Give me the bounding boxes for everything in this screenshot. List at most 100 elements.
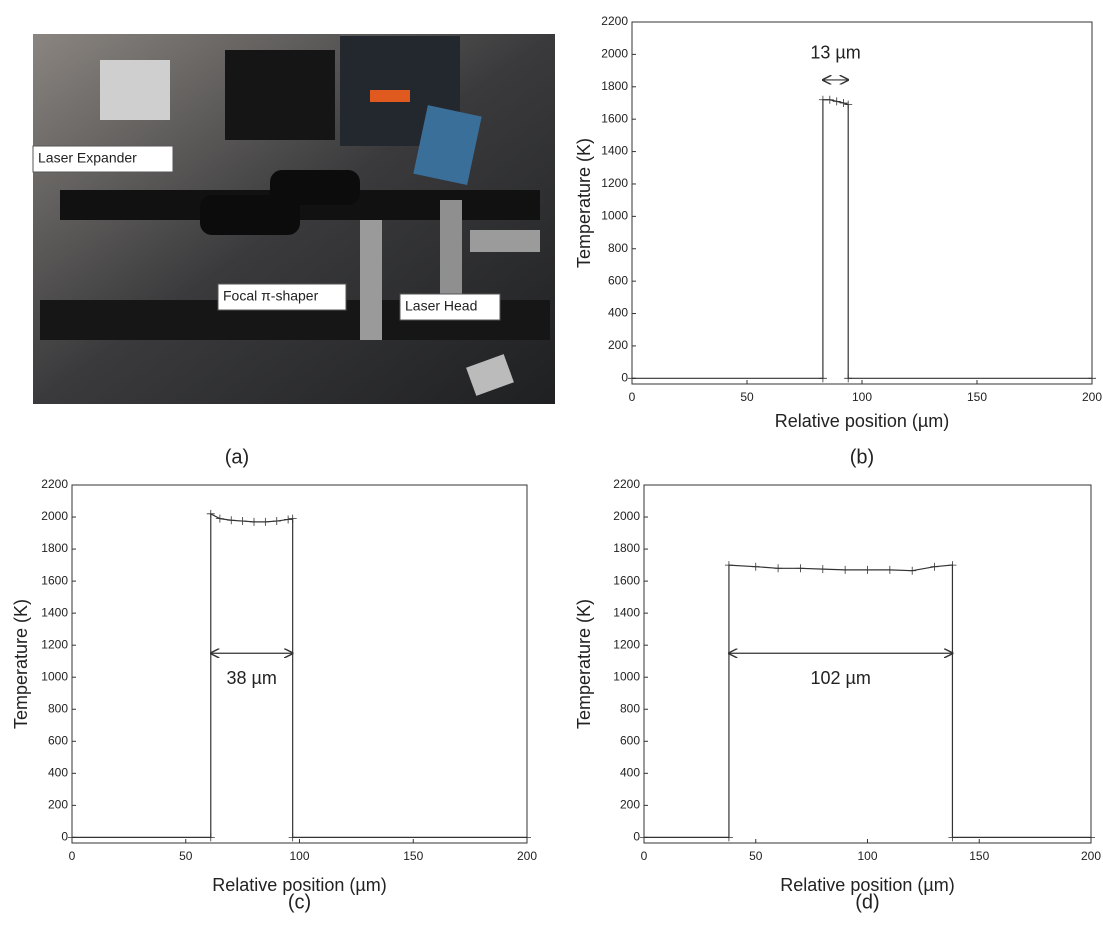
x-tick-label: 200 [517, 849, 537, 863]
data-point [68, 833, 76, 842]
annotation: 38 µm [227, 668, 277, 688]
data-point [250, 517, 258, 526]
data-point [261, 517, 270, 526]
y-tick-label: 400 [48, 765, 68, 779]
y-tick-label: 400 [620, 765, 640, 779]
y-tick-label: 800 [608, 241, 628, 255]
x-tick-label: 0 [629, 390, 636, 404]
y-tick-label: 1800 [601, 79, 628, 93]
y-tick-label: 0 [633, 830, 640, 844]
data-line [72, 512, 527, 838]
panel-caption: (b) [850, 446, 874, 468]
data-point [818, 95, 827, 104]
y-tick-label: 2200 [41, 477, 68, 491]
x-tick-label: 50 [179, 849, 193, 863]
data-point [841, 565, 850, 574]
data-point [832, 97, 841, 106]
data-point [523, 833, 531, 842]
data-point [908, 566, 917, 575]
plot-frame [643, 484, 1092, 844]
data-point [1088, 374, 1096, 383]
data-point [818, 374, 827, 383]
data-point [284, 515, 293, 524]
data-point [863, 565, 872, 574]
photo-label: Laser Head [405, 298, 477, 314]
data-point [948, 833, 957, 842]
data-point [272, 517, 281, 526]
y-tick-label: 1400 [601, 144, 628, 158]
y-tick-label: 1000 [41, 669, 68, 683]
y-tick-label: 400 [608, 306, 628, 320]
data-point [774, 564, 783, 573]
data-point [724, 561, 733, 570]
y-tick-label: 600 [608, 273, 628, 287]
photo-label: Focal π-shaper [223, 288, 319, 304]
y-tick-label: 200 [608, 338, 628, 352]
y-tick-label: 0 [621, 371, 628, 385]
y-tick-label: 800 [48, 701, 68, 715]
data-point [724, 833, 733, 842]
x-tick-label: 0 [69, 849, 76, 863]
y-tick-label: 600 [620, 733, 640, 747]
plot-frame [631, 21, 1093, 385]
y-tick-label: 600 [48, 733, 68, 747]
data-point [948, 561, 957, 570]
data-point [825, 95, 834, 104]
y-tick-label: 200 [620, 798, 640, 812]
x-tick-label: 150 [403, 849, 423, 863]
y-tick-label: 1000 [601, 209, 628, 223]
plot-frame [71, 484, 528, 844]
y-axis-label: Temperature (K) [574, 599, 594, 729]
data-point [1087, 833, 1095, 842]
y-tick-label: 2200 [601, 14, 628, 28]
data-point [288, 514, 297, 523]
y-tick-label: 800 [620, 701, 640, 715]
data-point [238, 517, 247, 526]
y-tick-label: 1400 [41, 605, 68, 619]
annotation: 102 µm [810, 668, 870, 688]
y-tick-label: 1400 [613, 605, 640, 619]
data-point [227, 516, 236, 525]
y-tick-label: 1600 [601, 111, 628, 125]
x-tick-label: 50 [749, 849, 763, 863]
x-tick-label: 200 [1082, 390, 1102, 404]
photo-label: Laser Expander [38, 150, 137, 166]
y-tick-label: 2000 [613, 509, 640, 523]
y-axis-label: Temperature (K) [11, 599, 31, 729]
x-tick-label: 150 [969, 849, 989, 863]
data-point [844, 100, 853, 109]
annotation: 13 µm [810, 43, 860, 63]
data-point [885, 565, 894, 574]
y-tick-label: 1800 [613, 541, 640, 555]
y-tick-label: 200 [48, 798, 68, 812]
data-point [796, 564, 805, 573]
data-point [215, 514, 224, 523]
y-tick-label: 1200 [613, 637, 640, 651]
y-tick-label: 0 [61, 830, 68, 844]
data-point [818, 565, 827, 574]
panel-caption: (a) [225, 446, 249, 468]
panel-caption: (d) [855, 891, 879, 913]
y-tick-label: 1800 [41, 541, 68, 555]
x-tick-label: 150 [967, 390, 987, 404]
x-tick-label: 200 [1081, 849, 1101, 863]
y-tick-label: 2000 [41, 509, 68, 523]
x-tick-label: 100 [289, 849, 309, 863]
data-point [640, 833, 648, 842]
y-tick-label: 1000 [613, 669, 640, 683]
y-tick-label: 2000 [601, 47, 628, 61]
x-tick-label: 0 [641, 849, 648, 863]
panel-caption: (c) [288, 891, 311, 913]
x-tick-label: 50 [740, 390, 754, 404]
data-point [288, 833, 297, 842]
data-line [644, 564, 1091, 838]
x-tick-label: 100 [857, 849, 877, 863]
data-point [206, 509, 215, 518]
y-tick-label: 1200 [601, 176, 628, 190]
data-point [839, 98, 848, 107]
x-axis-label: Relative position (µm) [780, 875, 954, 895]
x-axis-label: Relative position (µm) [775, 411, 949, 431]
photo: Laser Expander Focal π-shaper Laser Head [32, 34, 555, 404]
y-tick-label: 1600 [613, 573, 640, 587]
